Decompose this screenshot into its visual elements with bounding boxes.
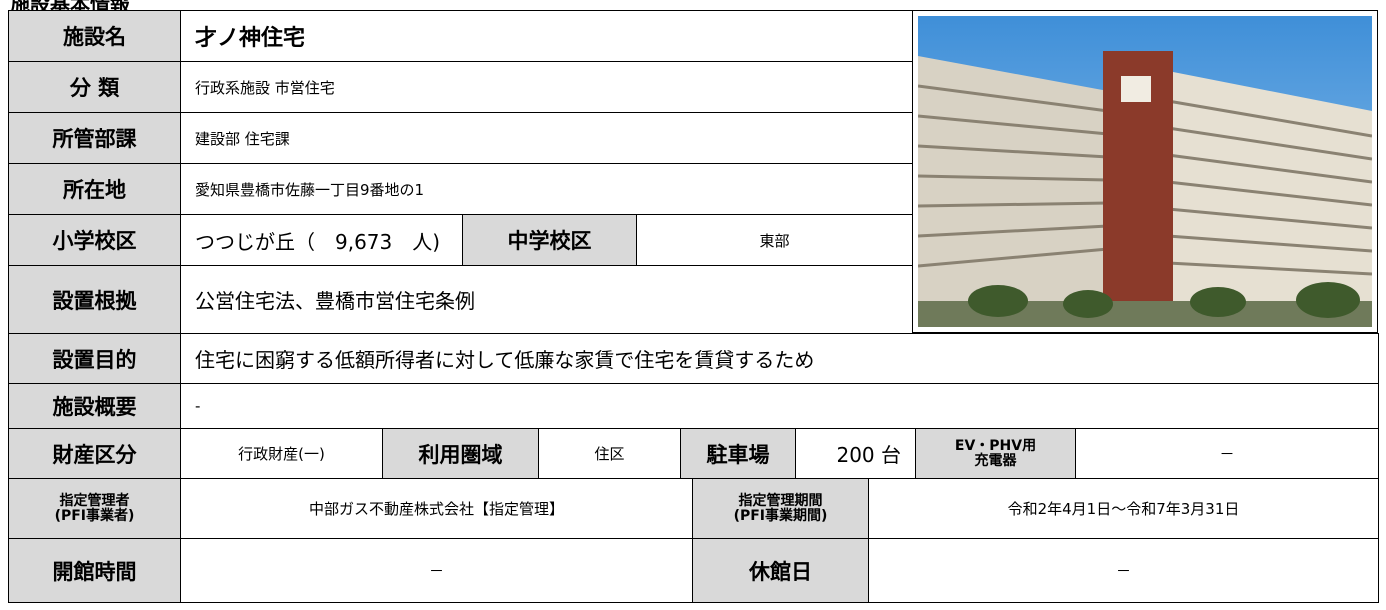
field-label: 設置根拠 <box>8 265 181 334</box>
field-label: 施設概要 <box>8 383 181 429</box>
field-value: - <box>180 383 1379 429</box>
field-value: 行政系施設 市営住宅 <box>180 61 913 113</box>
field-value: 建設部 住宅課 <box>180 112 913 164</box>
field-value: － <box>180 538 693 603</box>
field-value: 行政財産(一) <box>180 428 383 479</box>
field-label: 開館時間 <box>8 538 181 603</box>
field-label: 中学校区 <box>462 214 637 266</box>
field-value: 公営住宅法、豊橋市営住宅条例 <box>180 265 913 334</box>
field-label: 財産区分 <box>8 428 181 479</box>
field-value: 200 台 <box>795 428 916 479</box>
field-value: 中部ガス不動産株式会社【指定管理】 <box>180 478 693 539</box>
field-label: 休館日 <box>692 538 869 603</box>
field-label: 所管部課 <box>8 112 181 164</box>
field-label: 利用圏域 <box>382 428 539 479</box>
field-label: 小学校区 <box>8 214 181 266</box>
field-label: 指定管理期間 (PFI事業期間) <box>692 478 869 539</box>
field-value: 令和2年4月1日～令和7年3月31日 <box>868 478 1379 539</box>
field-label: 施設名 <box>8 10 181 62</box>
field-label: 指定管理者 (PFI事業者) <box>8 478 181 539</box>
field-value: － <box>868 538 1379 603</box>
field-label: 所在地 <box>8 163 181 215</box>
field-value: 愛知県豊橋市佐藤一丁目9番地の1 <box>180 163 913 215</box>
field-value: 東部 <box>636 214 913 266</box>
field-label: 設置目的 <box>8 333 181 384</box>
field-label: 駐車場 <box>680 428 796 479</box>
field-value: 住区 <box>538 428 681 479</box>
field-value: つつじが丘（ 9,673 人) <box>180 214 463 266</box>
field-value: － <box>1075 428 1379 479</box>
field-label: 分 類 <box>8 61 181 113</box>
photo-image <box>917 16 1373 327</box>
field-value: 才ノ神住宅 <box>180 10 913 62</box>
field-label: EV・PHV用 充電器 <box>915 428 1076 479</box>
field-value: 住宅に困窮する低額所得者に対して低廉な家賃で住宅を賃貸するため <box>180 333 1379 384</box>
facility-photo <box>912 10 1378 333</box>
